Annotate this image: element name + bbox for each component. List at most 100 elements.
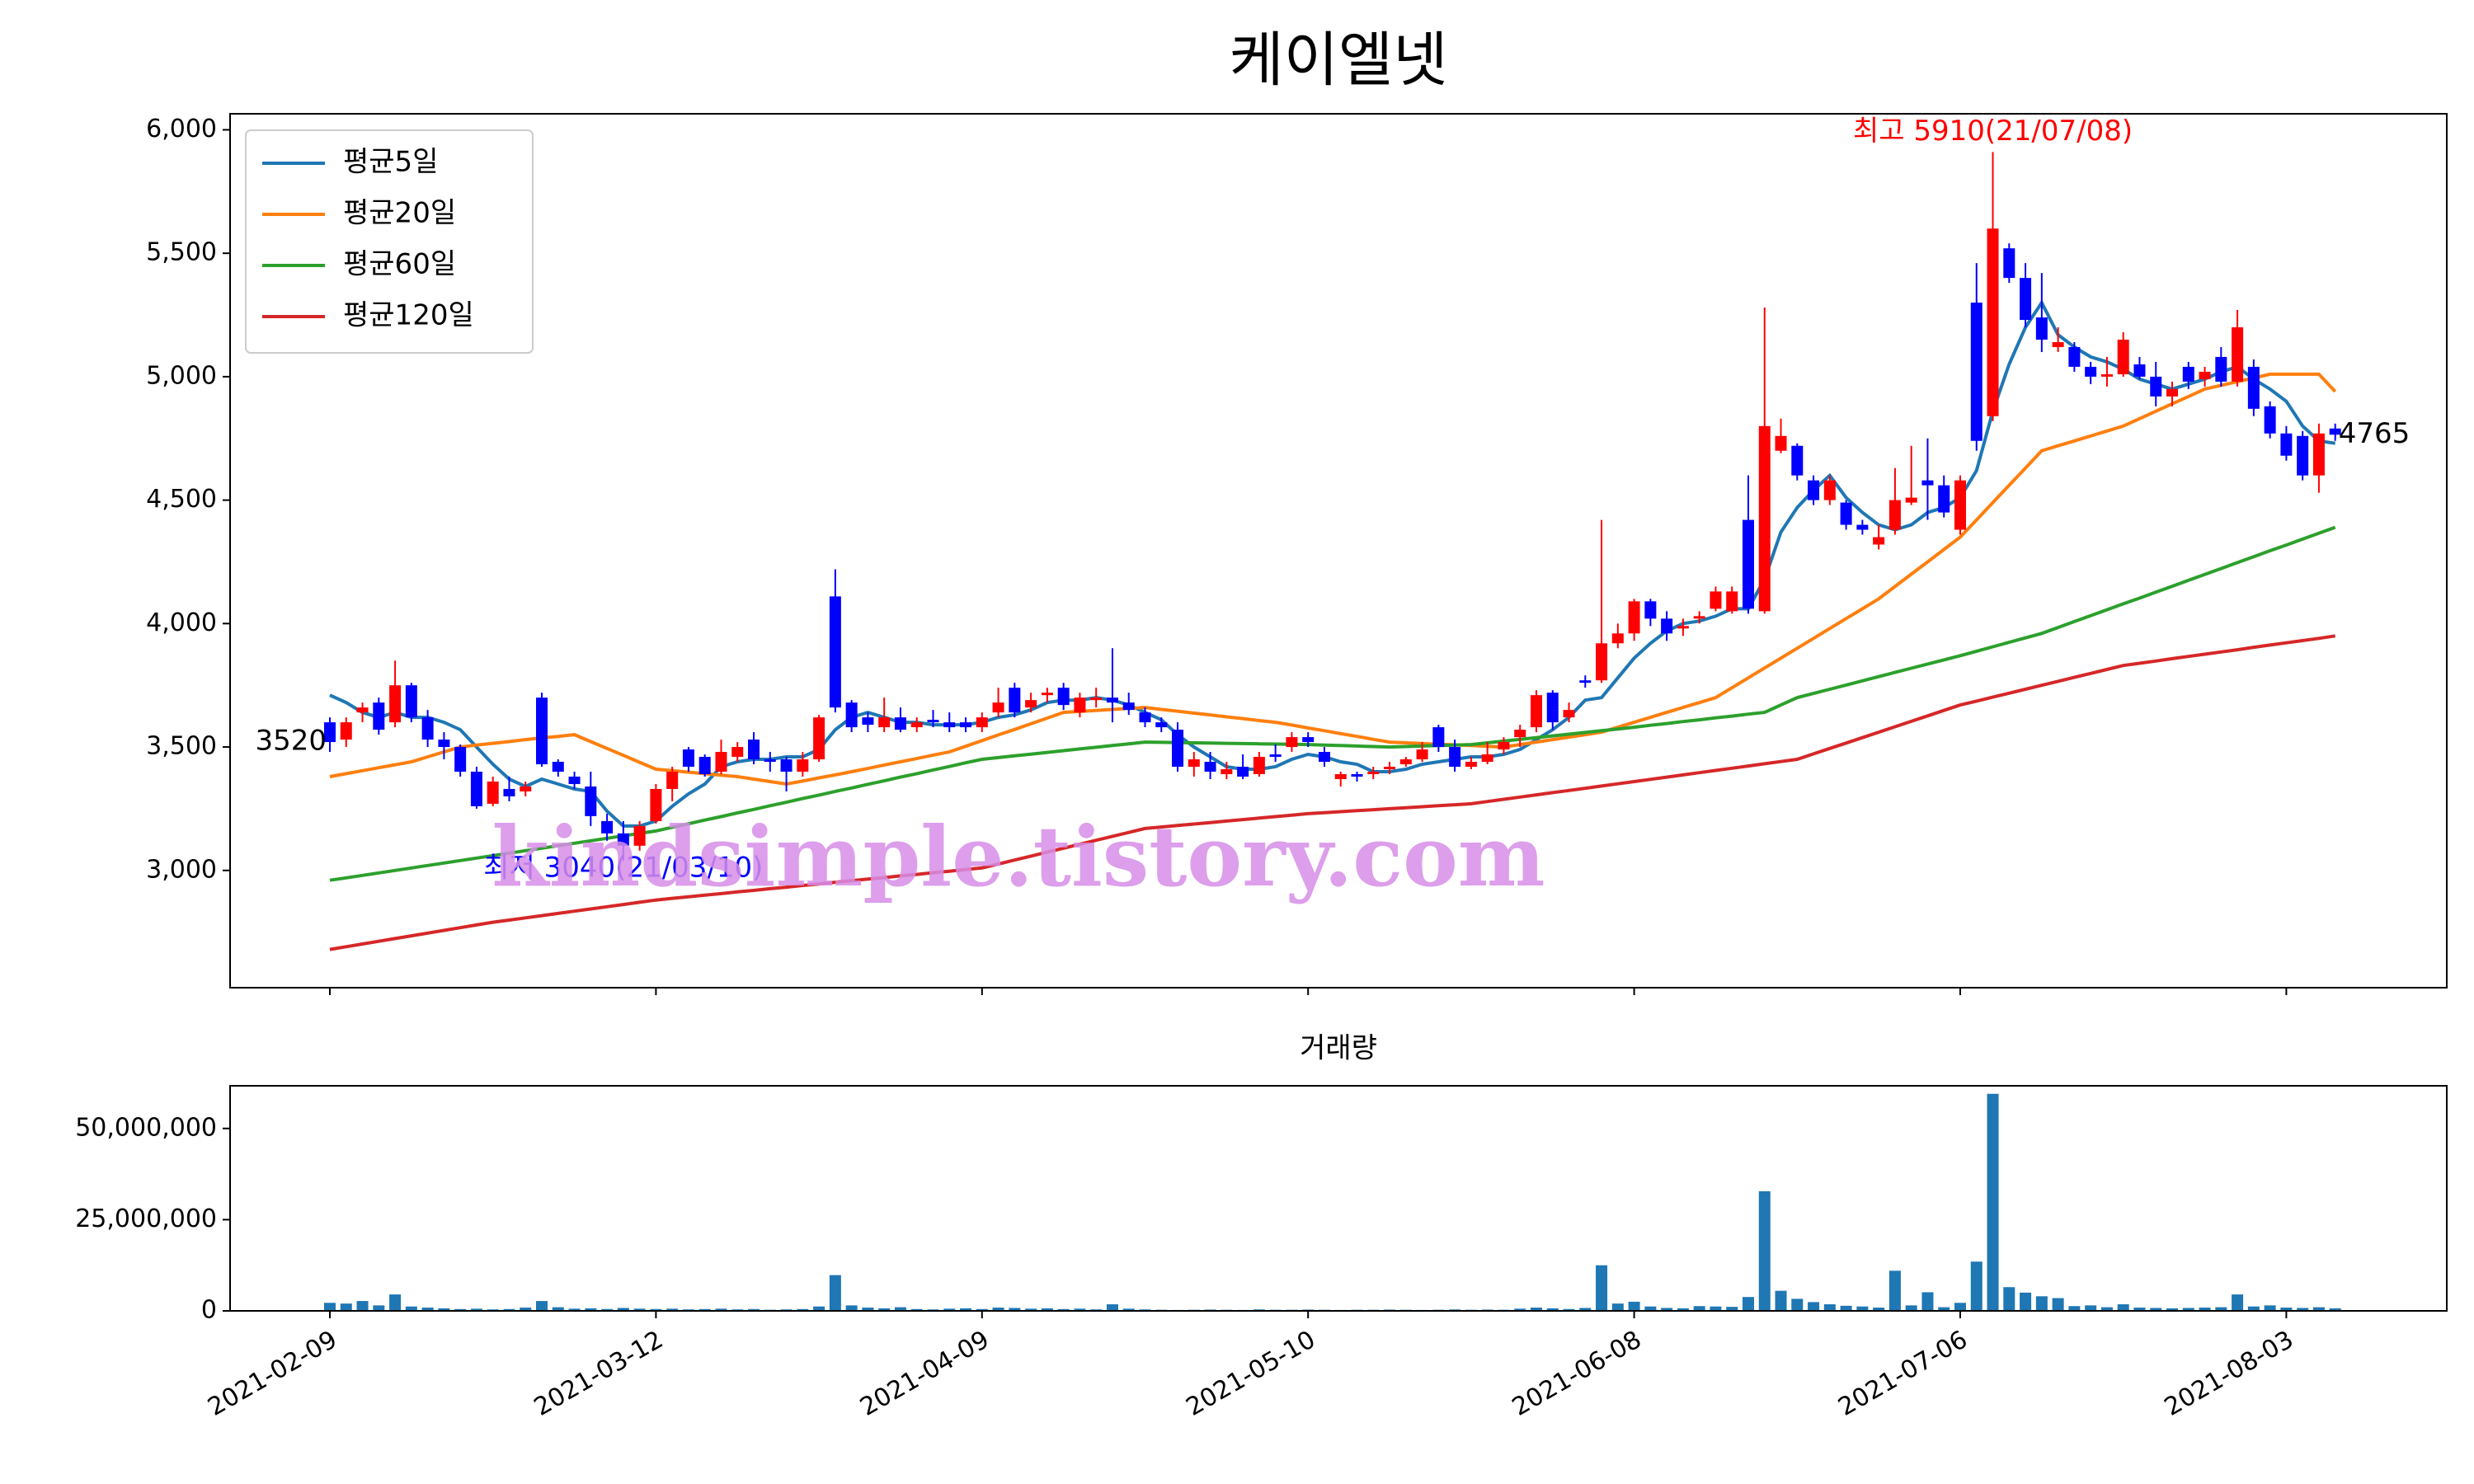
candle-body (682, 749, 694, 768)
volume-bar (943, 1308, 956, 1311)
candle-body (454, 747, 467, 772)
y-tick-label: 5,500 (146, 238, 217, 267)
volume-bar (1905, 1305, 1917, 1311)
candle-body (748, 740, 760, 760)
volume-bar (470, 1308, 482, 1311)
candle-body (1334, 773, 1347, 779)
candle-body (910, 722, 923, 728)
candle-body (992, 702, 1004, 713)
candle-body (1775, 435, 1787, 451)
volume-bar (992, 1308, 1004, 1311)
volume-bar (2133, 1308, 2146, 1311)
y-tick-label: 0 (201, 1296, 217, 1325)
ma-line (329, 525, 2336, 882)
legend-label: 평균60일 (343, 248, 456, 281)
volume-bar (862, 1308, 874, 1311)
volume-bar (356, 1301, 369, 1311)
volume-bar (2166, 1308, 2179, 1311)
volume-bar (2264, 1305, 2276, 1311)
volume-bar (748, 1308, 760, 1311)
candle-body (2166, 388, 2179, 397)
volume-bar (1596, 1265, 1608, 1311)
volume-bar (715, 1308, 727, 1311)
volume-bar (2117, 1304, 2129, 1311)
volume-bar (976, 1308, 988, 1311)
volume-bar (1888, 1270, 1901, 1311)
candle-body (1546, 693, 1559, 723)
candle-body (764, 759, 776, 763)
volume-bar (1611, 1303, 1624, 1311)
candle-body (520, 786, 532, 791)
volume-bar (1041, 1308, 1053, 1311)
volume-bar (2068, 1306, 2081, 1311)
candle-body (1661, 618, 1673, 634)
candle-body (976, 717, 988, 728)
candle-body (2312, 433, 2325, 476)
candle-body (487, 781, 499, 804)
candle-body (470, 771, 482, 806)
candle-body (1416, 749, 1428, 760)
candle-body (1367, 771, 1380, 774)
candle-body (1726, 591, 1738, 612)
volume-bar (1970, 1261, 1982, 1311)
candle-body (1253, 757, 1265, 774)
candle-body (421, 717, 434, 740)
candle-body (2133, 364, 2146, 377)
candle-body (2232, 327, 2244, 382)
candle-body (894, 717, 906, 730)
candle-body (1514, 730, 1526, 738)
candle-body (1057, 688, 1070, 706)
candle-body (552, 762, 564, 772)
volume-bar (797, 1308, 809, 1311)
candle-body (2215, 356, 2227, 382)
volume-bar (1938, 1307, 1950, 1311)
y-tick-label: 3,500 (146, 732, 217, 761)
candle-body (862, 717, 874, 726)
volume-bar (536, 1301, 548, 1311)
candle-body (1090, 697, 1103, 701)
candle-body (2020, 278, 2032, 321)
candle-body (1041, 693, 1053, 696)
volume-bar (698, 1308, 711, 1311)
candle-body (1888, 500, 1901, 530)
candle-body (1563, 710, 1575, 718)
candle-body (1970, 303, 1982, 441)
candle-body (1954, 480, 1966, 530)
ma-line (329, 372, 2337, 787)
candle-body (389, 685, 402, 723)
candle-body (1074, 697, 1086, 713)
candle-body (1399, 759, 1412, 765)
candle-body (845, 702, 858, 728)
volume-bar (1644, 1306, 1657, 1311)
volume-bar (1025, 1308, 1037, 1311)
volume-bar (454, 1308, 467, 1311)
candle-body (1530, 695, 1542, 728)
volume-bar (568, 1308, 581, 1311)
volume-bar (1074, 1308, 1086, 1311)
watermark: kindsimple.tistory.com (492, 808, 1545, 905)
candle-body (1286, 737, 1298, 748)
volume-bar (421, 1308, 434, 1311)
volume-bar (2100, 1307, 2113, 1311)
candle-body (633, 825, 646, 846)
candle-body (617, 833, 629, 846)
volume-bar (2199, 1308, 2211, 1311)
candle-body (1318, 752, 1330, 763)
volume-bar (1808, 1302, 1820, 1311)
candle-body (1498, 742, 1510, 750)
candle-body (1628, 601, 1640, 634)
volume-bar (1514, 1308, 1526, 1311)
candle-body (2150, 376, 2162, 397)
candle-body (568, 776, 581, 784)
volume-bar (1106, 1304, 1118, 1311)
volume-bar (845, 1305, 858, 1311)
volume-bar (1579, 1308, 1592, 1311)
candle-body (324, 722, 336, 743)
volume-bar (1009, 1308, 1021, 1311)
candle-body (2247, 366, 2260, 409)
ma-line (329, 299, 2335, 828)
candle-body (1873, 537, 1885, 545)
panel-title: 거래량 (1300, 1032, 1377, 1065)
volume-bar (617, 1308, 629, 1311)
candle-body (1987, 228, 1999, 416)
